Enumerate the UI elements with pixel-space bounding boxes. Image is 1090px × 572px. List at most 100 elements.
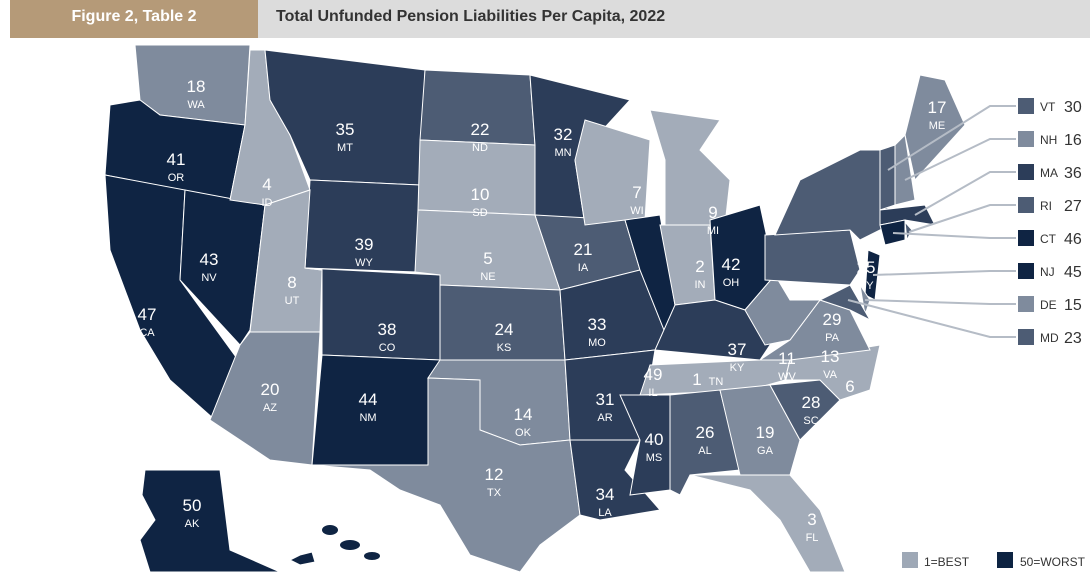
state-abbr-label: IN [695, 279, 706, 291]
state-rank-label: 17 [928, 98, 947, 117]
state-rank-label: 37 [728, 340, 747, 359]
state-abbr-label: MN [554, 147, 571, 159]
callout-swatch [1018, 197, 1034, 213]
state-rank-label: 3 [807, 510, 816, 529]
chart-title: Total Unfunded Pension Liabilities Per C… [276, 8, 666, 25]
state-abbr-label: WY [355, 257, 373, 269]
state-rank-label: 9 [708, 203, 717, 222]
callout-swatch [1018, 230, 1034, 246]
hawaii-island [364, 552, 380, 560]
state-abbr-label: CA [139, 327, 155, 339]
state-ak[interactable] [139, 469, 281, 572]
state-rank-label: 19 [756, 423, 775, 442]
state-ct[interactable] [879, 219, 906, 246]
legend-best-swatch [902, 552, 918, 568]
state-abbr-label: NV [201, 272, 217, 284]
state-abbr-label: MT [337, 142, 353, 154]
state-abbr-label: AZ [263, 402, 277, 414]
state-abbr-label: OH [723, 277, 740, 289]
state-az[interactable] [209, 331, 321, 466]
state-abbr-label: OK [515, 427, 532, 439]
callout-rank: 30 [1064, 99, 1082, 116]
callout-abbr: VT [1040, 100, 1056, 114]
state-me[interactable] [904, 74, 966, 182]
state-abbr-label: NY [858, 280, 874, 292]
state-abbr-label: CO [379, 342, 396, 354]
state-rank-label: 25 [857, 258, 876, 277]
state-abbr-label: NM [359, 412, 376, 424]
state-ms[interactable] [619, 394, 671, 496]
state-nh[interactable] [894, 133, 916, 206]
state-nm[interactable] [311, 354, 441, 466]
state-ga[interactable] [719, 384, 801, 476]
callout-swatch [1018, 98, 1034, 114]
state-abbr-label: ME [929, 120, 946, 132]
state-abbr-label: TX [487, 487, 502, 499]
state-vt[interactable] [879, 144, 896, 211]
state-abbr-label: GA [757, 445, 774, 457]
state-rank-label: 7 [632, 183, 641, 202]
state-co[interactable] [304, 267, 441, 361]
state-ny[interactable] [774, 149, 891, 241]
state-abbr-label: WA [187, 99, 205, 111]
state-pa[interactable] [764, 229, 861, 286]
state-abbr-label: OR [168, 172, 185, 184]
callout-rank: 16 [1064, 132, 1082, 149]
callout-rank: 45 [1064, 264, 1082, 281]
state-abbr-label: AK [185, 518, 200, 530]
state-abbr-label: IA [578, 262, 589, 274]
state-mi[interactable] [649, 109, 731, 226]
state-abbr-label: ID [262, 197, 273, 209]
state-fl[interactable] [689, 474, 846, 572]
state-rank-label: 28 [802, 393, 821, 412]
callout-rank: 27 [1064, 198, 1082, 215]
hawaii-island [340, 540, 360, 550]
state-rank-label: 41 [167, 150, 186, 169]
state-abbr-label: AR [597, 412, 612, 424]
callout-swatch [1018, 263, 1034, 279]
state-abbr-label: NC [842, 399, 858, 411]
state-rank-label: 5 [483, 249, 492, 268]
state-rank-label: 33 [588, 315, 607, 334]
state-rank-label: 1 [692, 370, 701, 389]
state-abbr-label: KY [730, 362, 745, 374]
state-rank-label: 34 [596, 485, 615, 504]
state-abbr-label: FL [806, 532, 819, 544]
callout-abbr: RI [1040, 199, 1052, 213]
hawaii-island [322, 525, 338, 535]
state-abbr-label: ND [472, 142, 488, 154]
state-ma[interactable] [879, 204, 936, 226]
state-ri[interactable] [904, 220, 913, 242]
callout-line [908, 204, 1016, 233]
figure-label: Figure 2, Table 2 [10, 0, 258, 38]
state-abbr-label: HI [367, 559, 378, 571]
state-rank-label: 35 [336, 120, 355, 139]
state-abbr-label: VA [823, 369, 838, 381]
state-rank-label: 14 [514, 405, 533, 424]
state-abbr-label: MS [646, 452, 663, 464]
legend-worst-swatch [997, 552, 1013, 568]
state-tx[interactable] [311, 377, 581, 572]
state-hi[interactable] [288, 551, 316, 566]
callout-swatch [1018, 296, 1034, 312]
state-rank-label: 4 [262, 175, 271, 194]
state-abbr-label: KS [497, 342, 512, 354]
callout-abbr: NH [1040, 133, 1057, 147]
state-abbr-label: UT [285, 295, 300, 307]
state-md[interactable] [818, 284, 872, 322]
state-abbr-label: IL [648, 387, 657, 399]
state-rank-label: 13 [821, 347, 840, 366]
state-rank-label: 8 [287, 273, 296, 292]
callout-abbr: CT [1040, 232, 1057, 246]
state-rank-label: 24 [495, 320, 514, 339]
callout-rank: 36 [1064, 165, 1082, 182]
callout-rank: 15 [1064, 297, 1082, 314]
state-rank-label: 20 [261, 380, 280, 399]
state-abbr-label: SD [472, 207, 487, 219]
callout-line [872, 270, 1016, 276]
state-rank-label: 47 [138, 305, 157, 324]
state-rank-label: 40 [645, 430, 664, 449]
state-rank-label: 38 [378, 320, 397, 339]
state-rank-label: 22 [471, 120, 490, 139]
state-rank-label: 49 [644, 365, 663, 384]
